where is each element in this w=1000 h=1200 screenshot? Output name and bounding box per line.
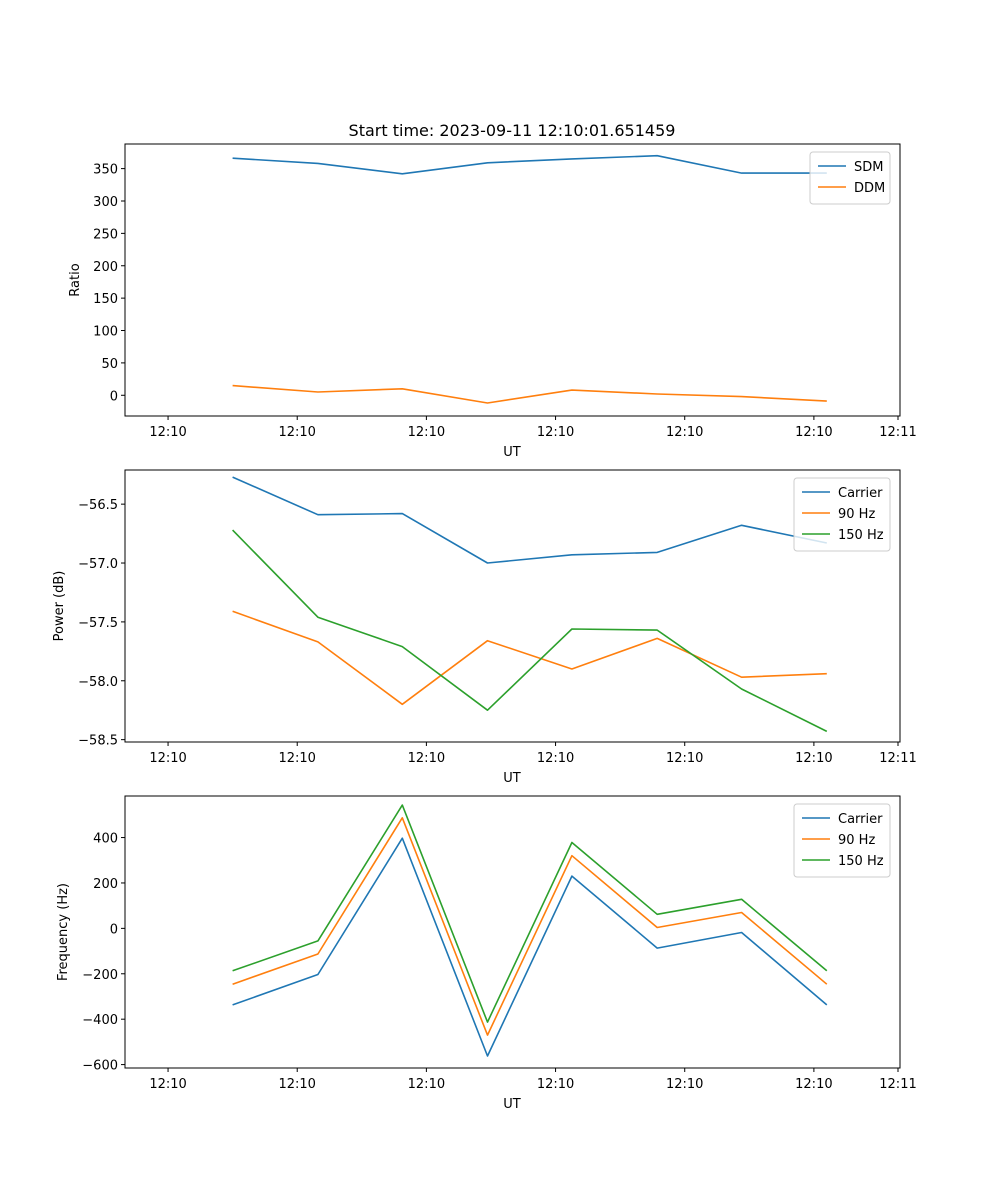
ratio-x-axis-label: UT <box>503 445 521 460</box>
frequency-x-tick-label: 12:10 <box>149 1077 186 1092</box>
ratio-y-tick-label: 100 <box>93 325 118 340</box>
power-x-tick-label: 12:10 <box>666 751 703 766</box>
ratio-x-tick-label: 12:11 <box>879 425 916 440</box>
frequency-legend-label-150-hz: 150 Hz <box>838 854 884 869</box>
ratio-series-line-ddm <box>232 384 827 404</box>
power-series-line-90-hz <box>232 610 827 706</box>
power-series-line-150-hz <box>232 529 828 733</box>
frequency-panel: 12:10 12:10 12:10 12:10 12:10 12:10 12:11 −600… <box>56 795 917 1112</box>
frequency-y-tick-label: 0 <box>110 922 118 937</box>
power-x-tick-label: 12:10 <box>278 751 315 766</box>
power-y-tick-label: −56.5 <box>78 498 118 513</box>
frequency-x-tick-label: 12:11 <box>879 1077 916 1092</box>
ratio-x-tick-label: 12:10 <box>278 425 315 440</box>
power-legend-label-90-hz: 90 Hz <box>838 507 875 522</box>
frequency-series-line-150-hz <box>232 804 828 1023</box>
ratio-x-axis: 12:10 12:10 12:10 12:10 12:10 12:10 12:11 <box>149 416 917 440</box>
frequency-x-tick-label: 12:10 <box>537 1077 574 1092</box>
frequency-y-tick-label: −200 <box>82 968 118 983</box>
power-series <box>232 476 828 733</box>
power-x-tick-label: 12:10 <box>149 751 186 766</box>
frequency-y-axis-label: Frequency (Hz) <box>56 883 71 981</box>
frequency-x-tick-label: 12:10 <box>278 1077 315 1092</box>
frequency-x-axis: 12:10 12:10 12:10 12:10 12:10 12:10 12:11 <box>149 1068 917 1092</box>
frequency-x-axis-label: UT <box>503 1097 521 1112</box>
frequency-x-tick-label: 12:10 <box>666 1077 703 1092</box>
ratio-plot-frame <box>124 143 901 417</box>
frequency-legend-label-90-hz: 90 Hz <box>838 833 875 848</box>
ratio-x-tick-label: 12:10 <box>537 425 574 440</box>
power-x-tick-label: 12:10 <box>537 751 574 766</box>
power-legend-label-150-hz: 150 Hz <box>838 528 884 543</box>
power-x-axis: 12:10 12:10 12:10 12:10 12:10 12:10 12:11 <box>149 742 917 766</box>
frequency-legend-label-carrier: Carrier <box>838 812 883 827</box>
ratio-x-tick-label: 12:10 <box>795 425 832 440</box>
ratio-y-tick-label: 0 <box>110 389 118 404</box>
frequency-y-axis: −600 −400 −200 0 200 400 <box>82 832 125 1074</box>
ratio-y-axis-label: Ratio <box>68 263 83 296</box>
ratio-x-tick-label: 12:10 <box>666 425 703 440</box>
frequency-y-tick-label: −400 <box>82 1013 118 1028</box>
ratio-panel: Start time: 2023-09-11 12:10:01.651459 1… <box>68 121 917 460</box>
power-y-axis-label: Power (dB) <box>52 571 67 642</box>
power-x-axis-label: UT <box>503 771 521 786</box>
power-y-tick-label: −57.0 <box>78 557 118 572</box>
ratio-legend-label-sdm: SDM <box>854 160 883 175</box>
frequency-plot-frame <box>124 795 901 1069</box>
ratio-y-tick-label: 350 <box>93 163 118 178</box>
power-series-line-carrier <box>232 476 827 564</box>
power-legend: Carrier 90 Hz 150 Hz <box>793 477 891 552</box>
ratio-y-axis: 0 50 100 150 200 250 300 350 <box>93 163 125 404</box>
ratio-legend-label-ddm: DDM <box>854 181 885 196</box>
power-y-axis: −58.5 −58.0 −57.5 −57.0 −56.5 <box>78 498 125 749</box>
power-legend-label-carrier: Carrier <box>838 486 883 501</box>
power-x-tick-label: 12:10 <box>795 751 832 766</box>
frequency-x-tick-label: 12:10 <box>408 1077 445 1092</box>
ratio-y-tick-label: 250 <box>93 227 118 242</box>
ratio-y-tick-label: 150 <box>93 292 118 307</box>
ratio-legend: SDM DDM <box>809 151 891 205</box>
power-legend-box <box>793 477 891 552</box>
power-y-tick-label: −57.5 <box>78 616 118 631</box>
frequency-series-line-carrier <box>232 837 828 1057</box>
power-x-tick-label: 12:11 <box>879 751 916 766</box>
frequency-y-tick-label: 400 <box>93 832 118 847</box>
power-panel: 12:10 12:10 12:10 12:10 12:10 12:10 12:11 −58.… <box>52 469 917 786</box>
ratio-series-line-sdm <box>232 154 827 175</box>
power-y-tick-label: −58.5 <box>78 734 118 749</box>
ratio-series <box>232 154 827 404</box>
frequency-y-tick-label: −600 <box>82 1059 118 1074</box>
ratio-y-tick-label: 50 <box>101 357 118 372</box>
ratio-y-tick-label: 300 <box>93 195 118 210</box>
ratio-legend-box <box>809 151 891 205</box>
chart-title: Start time: 2023-09-11 12:10:01.651459 <box>349 121 676 140</box>
ratio-y-tick-label: 200 <box>93 260 118 275</box>
frequency-y-tick-label: 200 <box>93 877 118 892</box>
frequency-legend-box <box>793 803 891 878</box>
frequency-legend: Carrier 90 Hz 150 Hz <box>793 803 891 878</box>
ratio-x-tick-label: 12:10 <box>149 425 186 440</box>
ratio-x-tick-label: 12:10 <box>408 425 445 440</box>
frequency-series-line-90-hz <box>232 816 828 1036</box>
frequency-x-tick-label: 12:10 <box>795 1077 832 1092</box>
power-y-tick-label: −58.0 <box>78 675 118 690</box>
power-x-tick-label: 12:10 <box>408 751 445 766</box>
power-plot-frame <box>124 469 901 743</box>
frequency-series <box>232 804 828 1057</box>
